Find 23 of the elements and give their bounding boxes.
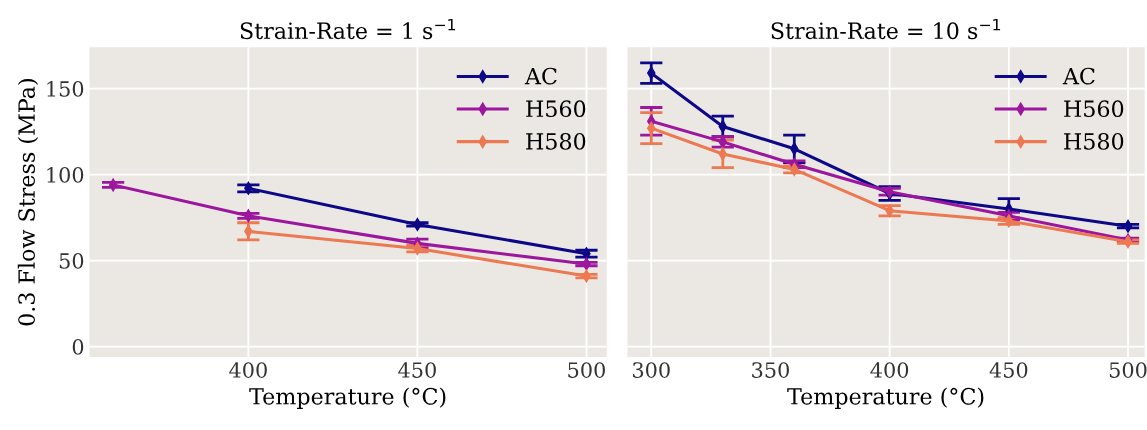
y-tick-label: 0 — [72, 339, 84, 355]
legend-label: H580 — [1064, 132, 1124, 150]
x-tick-label: 450 — [398, 362, 436, 378]
x-axis-title: Temperature (°C) — [787, 387, 984, 409]
x-tick-label: 500 — [568, 362, 605, 378]
x-axis-title: Temperature (°C) — [249, 387, 446, 409]
x-tick-label: 500 — [1109, 362, 1147, 378]
x-tick-label: 350 — [752, 362, 789, 378]
legend-label: H560 — [1064, 100, 1124, 118]
x-tick-label: 400 — [229, 362, 267, 378]
legend-label: H560 — [526, 100, 586, 118]
chart-title: Strain-Rate = 10 s$^{−1}$ — [771, 18, 1001, 40]
legend-label: AC — [1062, 67, 1095, 85]
x-tick-label: 400 — [870, 362, 909, 378]
chart-title: Strain-Rate = 1 s$^{−1}$ — [240, 18, 456, 40]
y-tick-label: 50 — [59, 253, 84, 269]
legend-label: H580 — [526, 132, 586, 150]
legend-label: AC — [524, 67, 557, 85]
y-axis-title: 0.3 Flow Stress (MPa) — [17, 79, 39, 326]
y-tick-label: 150 — [47, 81, 84, 97]
y-tick-label: 100 — [47, 167, 84, 183]
x-tick-label: 450 — [989, 362, 1028, 378]
x-tick-label: 300 — [632, 362, 670, 378]
